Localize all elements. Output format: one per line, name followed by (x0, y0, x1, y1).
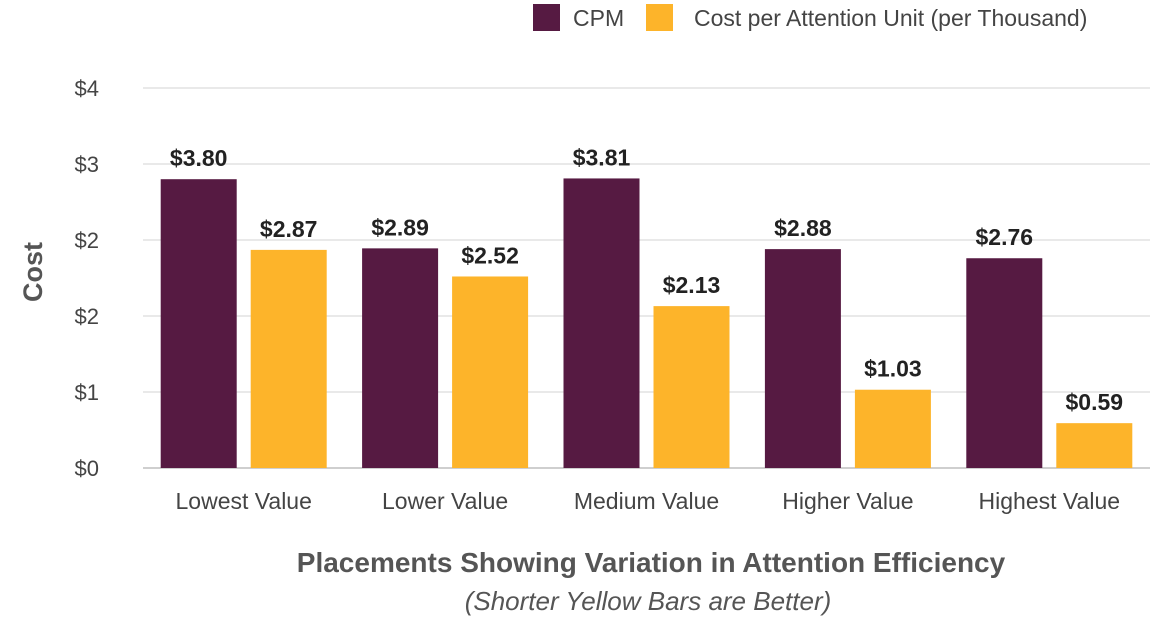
data-label-attention: $0.59 (1066, 389, 1124, 415)
bar-cpm (764, 249, 841, 468)
bar-attention (653, 306, 730, 468)
data-labels: $3.80 $2.87 $2.89 $2.52 $3.81 $2.13 $2.88 $1.03… (170, 144, 1123, 415)
y-axis-label: Cost (18, 242, 48, 302)
bar-cpm (160, 179, 237, 468)
bar-cpm (563, 178, 640, 468)
data-label-attention: $2.52 (461, 242, 519, 268)
y-tick-label: $3 (75, 152, 99, 177)
y-tick-label: $2 (75, 228, 99, 253)
x-category-label: Lower Value (382, 488, 508, 514)
legend-swatch-attention (646, 4, 673, 31)
y-tick-label: $1 (75, 380, 99, 405)
legend-label-cpm: CPM (573, 5, 624, 31)
data-label-attention: $2.87 (260, 216, 318, 242)
bar-cpm (966, 258, 1043, 468)
data-label-cpm: $2.88 (774, 215, 832, 241)
data-label-cpm: $2.76 (976, 224, 1034, 250)
bar-cpm (362, 248, 439, 468)
x-category-label: Higher Value (782, 488, 913, 514)
y-axis-ticks: $0 $1 $2 $2 $3 $4 (75, 76, 99, 481)
bar-attention (1056, 423, 1133, 468)
x-category-label: Lowest Value (176, 488, 312, 514)
legend: CPM Cost per Attention Unit (per Thousan… (533, 4, 1087, 31)
bar-attention (452, 276, 529, 468)
legend-label-attention: Cost per Attention Unit (per Thousand) (694, 5, 1087, 31)
bars (160, 178, 1133, 468)
y-tick-label: $4 (75, 76, 99, 101)
x-category-label: Medium Value (574, 488, 719, 514)
x-axis-categories: Lowest Value Lower Value Medium Value Highe… (176, 488, 1121, 514)
data-label-cpm: $2.89 (371, 214, 429, 240)
x-category-label: Highest Value (979, 488, 1121, 514)
x-axis-note: (Shorter Yellow Bars are Better) (465, 586, 832, 616)
bar-attention (250, 249, 327, 468)
bar-attention (854, 389, 931, 468)
y-tick-label: $0 (75, 456, 99, 481)
x-axis-label: Placements Showing Variation in Attentio… (297, 547, 1006, 578)
data-label-attention: $2.13 (663, 272, 721, 298)
data-label-cpm: $3.81 (573, 144, 631, 170)
legend-swatch-cpm (533, 4, 560, 31)
data-label-attention: $1.03 (864, 356, 922, 382)
data-label-cpm: $3.80 (170, 145, 228, 171)
y-tick-label: $2 (75, 304, 99, 329)
